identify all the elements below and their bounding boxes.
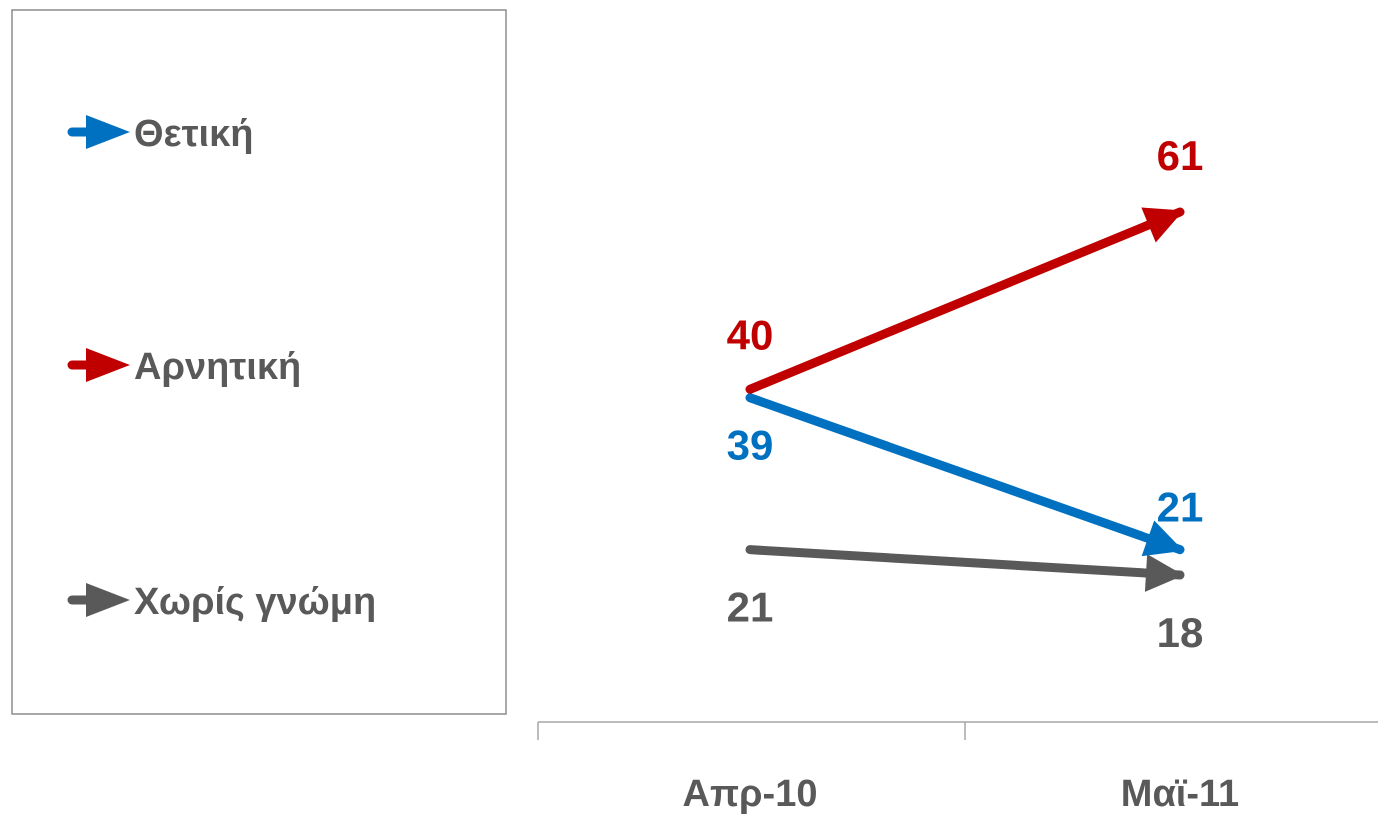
series-line-positive [745,393,1185,557]
x-tick-labels: Απρ-10 Μαϊ-11 [683,773,1240,815]
legend-arrowhead-icon [86,348,130,382]
data-label: 40 [727,311,774,358]
data-label: 21 [727,584,774,631]
legend-arrowhead-icon [86,115,130,149]
legend: Θετική Αρνητική Χωρίς γνώμη [67,113,376,623]
legend-item: Χωρίς γνώμη [67,581,376,623]
series-line-no-opinion [745,545,1185,592]
data-label: 18 [1157,609,1204,656]
legend-item: Θετική [67,113,254,155]
legend-label: Χωρίς γνώμη [134,581,376,623]
x-tick-label: Απρ-10 [683,773,818,815]
legend-label: Αρνητική [134,346,301,388]
data-label: 21 [1157,484,1204,531]
legend-label: Θετική [134,113,254,155]
series-line-negative [745,207,1185,394]
x-axis [537,721,1378,740]
data-label: 61 [1157,132,1204,179]
x-tick-label: Μαϊ-11 [1121,773,1239,815]
legend-item: Αρνητική [67,346,301,388]
data-label: 39 [727,422,774,469]
series-layer: 39 21 40 61 21 18 [727,132,1204,656]
legend-arrowhead-icon [86,583,130,617]
